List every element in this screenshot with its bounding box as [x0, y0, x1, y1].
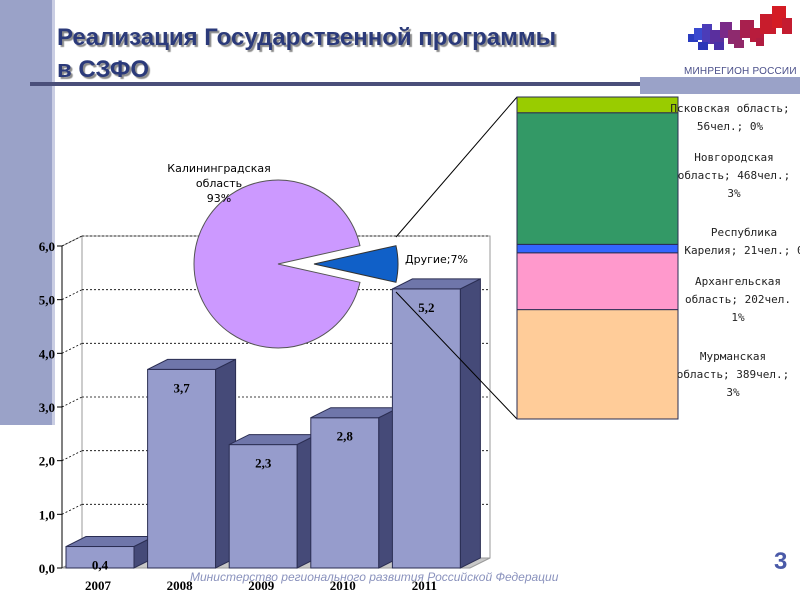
page-number: 3	[774, 548, 788, 575]
logo-strip	[640, 77, 800, 94]
footer-ministry: Министерство регионального развития Росс…	[190, 570, 559, 584]
x-category-label: 2007	[85, 578, 112, 593]
y-tick-label: 4,0	[39, 346, 55, 361]
bar-front	[228, 444, 298, 569]
slide-title: Реализация Государственной программы в С…	[57, 22, 556, 86]
ministry-logo-map	[688, 6, 792, 50]
x-category-label: 2008	[167, 578, 194, 593]
stack-segment-label: Мурманская	[700, 350, 766, 363]
bar-value-label: 2,3	[255, 456, 272, 471]
stack-segment-label: область; 389чел.;	[677, 368, 790, 381]
logo-caption: МИНРЕГИОН РОССИИ	[684, 66, 797, 77]
x-category-label: 2009	[248, 578, 275, 593]
bar-side	[459, 278, 481, 569]
bar-value-label: 3,7	[173, 380, 190, 395]
stack-segment-label: Псковская область;	[670, 102, 789, 115]
title-underline	[30, 82, 770, 86]
left-decor-shadow	[52, 0, 55, 425]
bar-value-label: 5,2	[418, 300, 434, 315]
y-tick-label: 3,0	[39, 400, 55, 415]
stack-segment-label: 3%	[727, 187, 741, 200]
connector-line-bottom	[395, 291, 518, 420]
stack-segment-label: Новгородская	[694, 151, 773, 164]
pie-label-other: Другие;7%	[405, 253, 468, 266]
stack-segment-label: область; 202чел.	[685, 293, 791, 306]
y-tick-label: 1,0	[39, 507, 55, 522]
stack-segment-label: Карелия; 21чел.; 0	[684, 244, 800, 257]
pie-label-kaliningrad: область	[196, 177, 242, 190]
stack-segment-label: 3%	[726, 386, 740, 399]
stack-segment-label: 56чел.; 0%	[697, 120, 764, 133]
bar-value-label: 2,8	[337, 429, 354, 444]
connector-line-top	[395, 96, 518, 238]
stack-segment	[516, 252, 679, 311]
pie-label-kaliningrad: 93%	[207, 192, 231, 205]
stack-segment	[516, 243, 679, 254]
bar-front	[391, 288, 461, 569]
pie-label-kaliningrad: Калининградская	[167, 162, 270, 175]
x-category-label: 2010	[330, 578, 356, 593]
pie-slice-other	[313, 245, 399, 283]
stack-segment-label: Архангельская	[695, 275, 781, 288]
stack-segment-label: 1%	[731, 311, 745, 324]
stack-segment-label: Республика	[711, 226, 777, 239]
chart-side-wall	[61, 235, 83, 569]
bar-chart-yearly: 0,0 1,0 2,0 3,0 4,0 5,0 6,0 0,4 2007 3,7 2008 2,3 20…	[39, 235, 491, 593]
slide-title-line1: Реализация Государственной программы	[57, 24, 557, 51]
stack-segment	[516, 112, 679, 245]
stack-segment	[516, 309, 679, 420]
bar-front	[310, 417, 380, 569]
slide-title-line2: в СЗФО	[57, 56, 150, 83]
y-tick-label: 2,0	[39, 454, 55, 469]
stacked-bar-regions: Мурманская область; 389чел.; 3% Архангельск…	[516, 96, 800, 420]
y-tick-label: 6,0	[39, 239, 55, 254]
x-category-label: 2011	[412, 578, 437, 593]
y-tick-label: 5,0	[39, 293, 55, 308]
bar-front	[147, 368, 217, 569]
bar-value-label: 0,4	[92, 558, 109, 573]
russia-map-icon	[688, 6, 792, 50]
pie-chart-share: Калининградская область 93% Другие;7%	[167, 96, 518, 420]
left-decor-stripe	[0, 0, 52, 425]
pie-slice-kaliningrad	[193, 179, 361, 349]
stack-segment-label: область; 468чел.;	[678, 169, 791, 182]
y-tick-label: 0,0	[39, 561, 55, 576]
stack-segment	[516, 96, 679, 114]
